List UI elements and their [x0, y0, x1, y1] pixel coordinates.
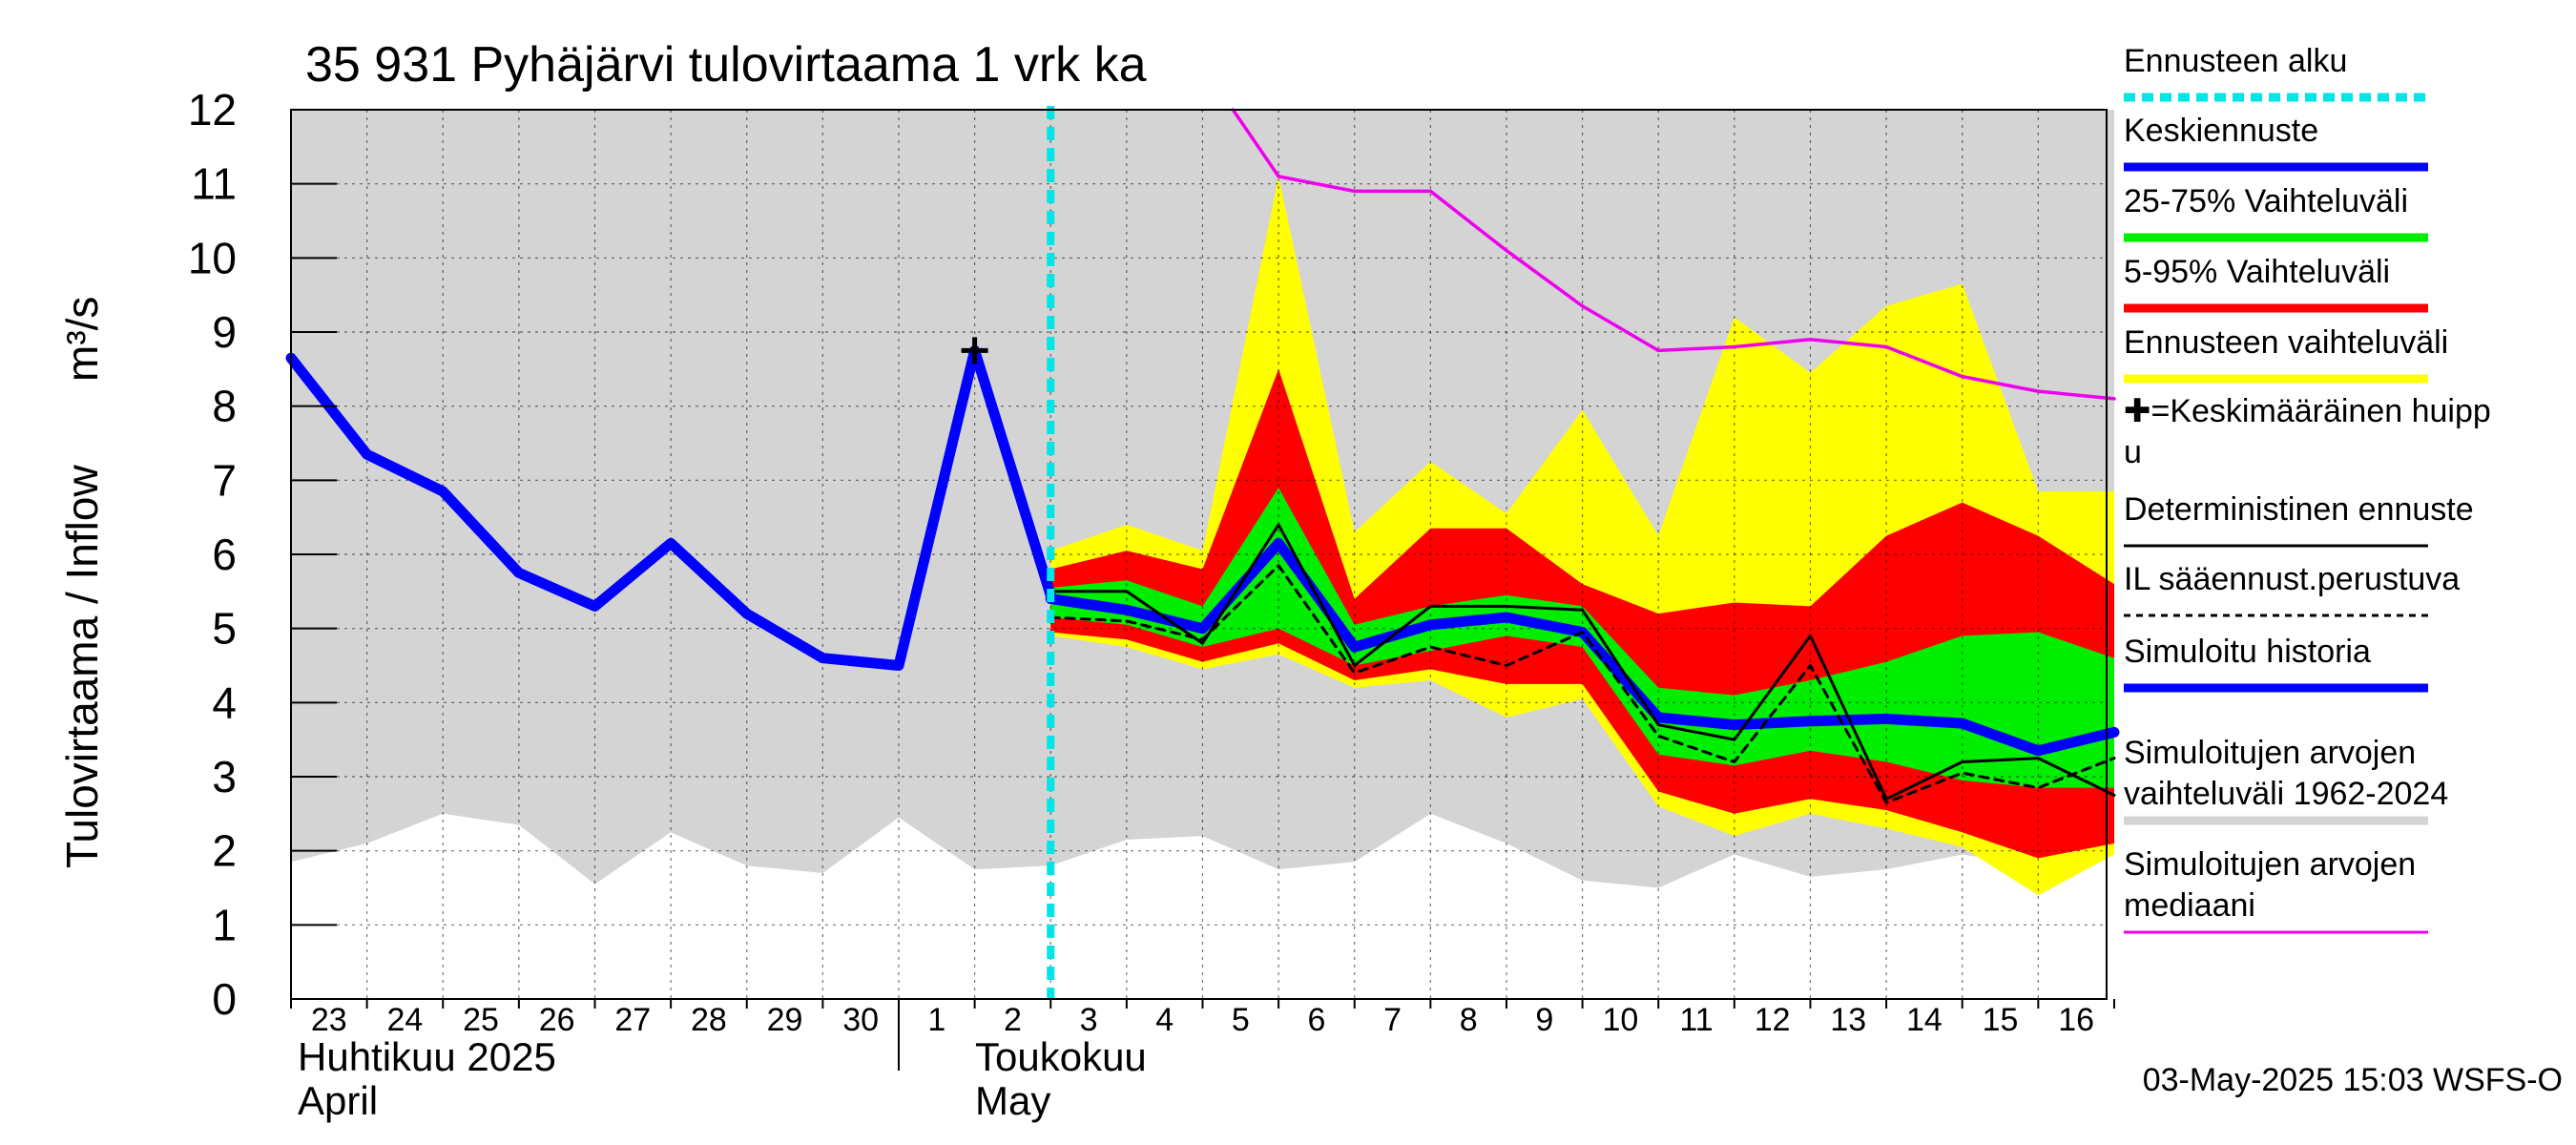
legend-label: Simuloitujen arvojen: [2124, 735, 2416, 771]
x-tick-label: 25: [463, 1002, 499, 1038]
legend-label: Keskiennuste: [2124, 113, 2318, 149]
month-label-april-fi: Huhtikuu 2025: [298, 1034, 556, 1079]
y-tick-label: 8: [212, 382, 237, 431]
x-tick-label: 27: [614, 1002, 651, 1038]
x-tick-label: 2: [1004, 1002, 1022, 1038]
il-weather-forecast-line: [1049, 564, 2116, 804]
chart-title: 35 931 Pyhäjärvi tulovirtaama 1 vrk ka: [305, 37, 1147, 93]
mean-peak-marker: [961, 337, 988, 364]
y-tick-label: 10: [188, 233, 237, 282]
y-tick-label: 5: [212, 604, 237, 654]
month-label-may-fi: Toukokuu: [975, 1034, 1147, 1079]
y-tick-label: 12: [188, 85, 237, 135]
legend-label: ✚=Keskimääräinen huipp: [2124, 393, 2491, 429]
y-tick-label: 7: [212, 455, 237, 505]
x-tick-label: 23: [311, 1002, 347, 1038]
legend-label: Ennusteen vaihteluväli: [2124, 324, 2448, 361]
y-tick-label: 6: [212, 530, 237, 579]
x-tick-label: 5: [1232, 1002, 1250, 1038]
chart-grid: [291, 109, 2107, 1000]
y-tick-label: 9: [212, 307, 237, 357]
x-tick-label: 8: [1460, 1002, 1478, 1038]
y-axis-unit: m³/s: [57, 297, 107, 382]
x-tick-label: 11: [1679, 1002, 1713, 1038]
deterministic-forecast-line: [1049, 523, 2116, 801]
x-tick-label: 4: [1155, 1002, 1174, 1038]
x-tick-label: 29: [767, 1002, 803, 1038]
legend-label: Deterministinen ennuste: [2124, 491, 2474, 528]
x-tick-label: 12: [1755, 1002, 1791, 1038]
legend-label: 5-95% Vaihteluväli: [2124, 254, 2390, 290]
x-tick-label: 16: [2058, 1002, 2094, 1038]
y-tick-label: 11: [191, 159, 237, 209]
median-line: [1231, 108, 2116, 401]
legend-label: vaihteluväli 1962-2024: [2124, 776, 2448, 812]
x-tick-label: 3: [1080, 1002, 1098, 1038]
chart-legend: Ennusteen alku Keskiennuste 25-75% Vaihtel…: [2124, 43, 2491, 934]
y-tick-label: 1: [212, 900, 237, 949]
legend-label: Ennusteen alku: [2124, 43, 2347, 79]
y-tick-label: 2: [212, 826, 237, 876]
simulated-history-line: [285, 344, 1056, 671]
x-tick-label: 26: [539, 1002, 575, 1038]
legend-label: 25-75% Vaihteluväli: [2124, 183, 2408, 219]
x-tick-label: 13: [1830, 1002, 1866, 1038]
legend-label: Simuloitujen arvojen: [2124, 846, 2416, 883]
timestamp: 03-May-2025 15:03 WSFS-O: [2143, 1062, 2563, 1098]
legend-label: mediaani: [2124, 887, 2255, 924]
x-tick-label: 24: [387, 1002, 424, 1038]
x-tick-label: 30: [842, 1002, 879, 1038]
legend-label: IL sääennust.perustuva: [2124, 561, 2460, 597]
x-tick-label: 14: [1906, 1002, 1942, 1038]
x-tick-label: 15: [1983, 1002, 2019, 1038]
x-tick-label: 1: [927, 1002, 945, 1038]
chart-areas: [291, 110, 2114, 896]
y-tick-label: 0: [212, 974, 237, 1024]
x-tick-label: 10: [1602, 1002, 1638, 1038]
x-tick-label: 28: [691, 1002, 727, 1038]
month-label-may-en: May: [975, 1078, 1050, 1123]
x-tick-label: 6: [1307, 1002, 1325, 1038]
y-tick-label: 4: [212, 677, 237, 727]
chart-lines: [285, 106, 2120, 999]
y-axis-label: Tulovirtaama / Inflow: [57, 465, 107, 868]
legend-label: u: [2124, 434, 2142, 470]
x-tick-label: 9: [1535, 1002, 1553, 1038]
legend-label: Simuloitu historia: [2124, 634, 2371, 670]
month-label-april-en: April: [298, 1078, 378, 1123]
x-tick-label: 7: [1383, 1002, 1402, 1038]
y-tick-label: 3: [212, 752, 237, 802]
